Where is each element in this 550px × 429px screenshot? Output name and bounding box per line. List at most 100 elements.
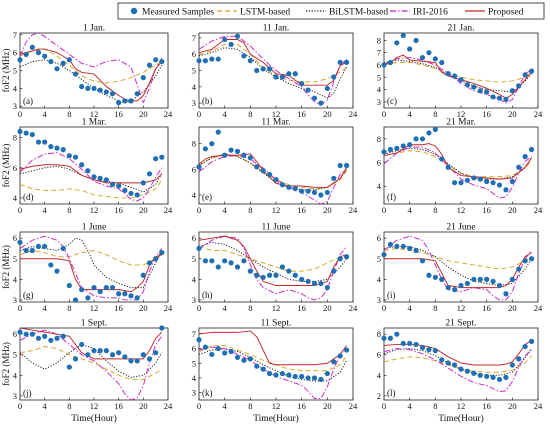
measured-point xyxy=(23,130,29,136)
panel-j: 1 Sept. 0 4 8 12 16 20 24 3 4 5 6 (j) foF2 (MHz) Time(… xyxy=(1,319,173,425)
measured-point xyxy=(222,36,228,43)
measured-point xyxy=(343,347,350,353)
measured-point xyxy=(394,243,400,250)
measured-point xyxy=(146,260,153,266)
x-tick-label: 8 xyxy=(433,303,437,313)
measured-point xyxy=(254,272,260,278)
series-line-iri xyxy=(199,35,347,106)
measured-point xyxy=(432,348,438,354)
measured-point xyxy=(484,89,490,95)
measured-point xyxy=(209,258,215,264)
y-tick-label: 6 xyxy=(377,350,381,360)
x-tick-label: 24 xyxy=(164,401,173,411)
panel-title: 11 Sept. xyxy=(261,319,292,329)
measured-point xyxy=(503,96,509,102)
y-tick-label: 4 xyxy=(13,370,18,380)
measured-point xyxy=(48,58,54,65)
x-tick-label: 16 xyxy=(297,401,306,411)
measured-point xyxy=(79,287,85,293)
measured-point xyxy=(292,272,298,278)
measured-point xyxy=(387,335,394,341)
x-tick-label: 4 xyxy=(223,109,228,119)
measured-point xyxy=(35,335,42,341)
legend-entry-iri: IRI-2016 xyxy=(390,8,448,18)
measured-point xyxy=(292,71,298,77)
y-tick-label: 4 xyxy=(13,83,18,93)
measured-point xyxy=(318,100,324,106)
measured-point xyxy=(79,341,85,348)
measured-point xyxy=(202,58,209,64)
measured-point xyxy=(451,73,458,79)
measured-point xyxy=(413,341,419,348)
measured-point xyxy=(324,85,330,92)
x-axis-label: Time(Hour) xyxy=(438,413,484,424)
y-tick-label: 4 xyxy=(13,274,18,284)
legend-label: Measured Samples xyxy=(142,8,214,18)
measured-point xyxy=(266,171,273,178)
x-tick-label: 12 xyxy=(457,109,466,119)
measured-point xyxy=(66,282,72,289)
measured-point xyxy=(528,338,535,344)
series-line-iri xyxy=(20,235,163,301)
y-tick-label: 6 xyxy=(13,48,17,58)
measured-point xyxy=(419,136,426,142)
measured-point xyxy=(29,44,35,50)
measured-point xyxy=(279,74,286,80)
measured-point xyxy=(159,249,165,256)
measured-point xyxy=(72,154,79,160)
measured-point xyxy=(140,180,146,186)
measured-point xyxy=(254,164,260,170)
x-tick-label: 0 xyxy=(18,109,22,119)
measured-point xyxy=(103,89,109,95)
series-line-iri xyxy=(384,146,532,199)
measured-point xyxy=(260,274,266,280)
measured-point xyxy=(407,142,413,148)
measured-point xyxy=(42,139,48,145)
panel-title: 11 Jan. xyxy=(263,24,290,34)
x-axis-label: Time(Hour) xyxy=(253,413,299,424)
x-tick-label: 8 xyxy=(248,303,252,313)
y-axis-label: foF2 (MHz) xyxy=(1,342,11,386)
measured-point xyxy=(496,95,503,101)
measured-point xyxy=(337,353,343,359)
panel-title: 21 June xyxy=(446,223,475,233)
measured-point xyxy=(387,146,394,153)
measured-point xyxy=(432,56,438,62)
measured-point xyxy=(228,147,234,153)
measured-point xyxy=(331,175,337,181)
series-line-iri xyxy=(384,235,532,301)
panel-title: 11 Mar. xyxy=(261,118,290,128)
y-tick-label: 6 xyxy=(192,344,196,354)
measured-point xyxy=(260,366,266,372)
measured-point xyxy=(292,373,298,380)
measured-point xyxy=(311,95,318,101)
y-tick-label: 5 xyxy=(192,358,196,368)
measured-point xyxy=(413,37,419,43)
y-tick-label: 8 xyxy=(13,133,17,143)
series-line-proposed xyxy=(199,330,347,366)
x-tick-label: 20 xyxy=(323,205,332,215)
measured-point xyxy=(241,152,247,158)
panel-b: 11 Jan. 0 4 8 12 16 20 24 3 4 5 6 7 (b) xyxy=(192,24,358,120)
measured-point xyxy=(146,62,153,68)
measured-point xyxy=(196,337,202,343)
series-line-lstm xyxy=(20,250,163,266)
series-line-lstm xyxy=(20,346,163,380)
measured-point xyxy=(503,187,509,193)
x-tick-label: 0 xyxy=(382,401,386,411)
measured-point xyxy=(222,258,228,264)
measured-point xyxy=(528,146,535,153)
measured-point xyxy=(79,83,85,90)
measured-point xyxy=(484,373,490,379)
measured-point xyxy=(23,51,29,58)
measured-point xyxy=(254,363,260,369)
measured-point xyxy=(331,74,337,80)
measured-point xyxy=(484,178,490,185)
measured-point xyxy=(516,356,522,362)
measured-point xyxy=(23,331,29,337)
measured-point xyxy=(17,329,23,335)
y-tick-label: 4 xyxy=(192,373,197,383)
